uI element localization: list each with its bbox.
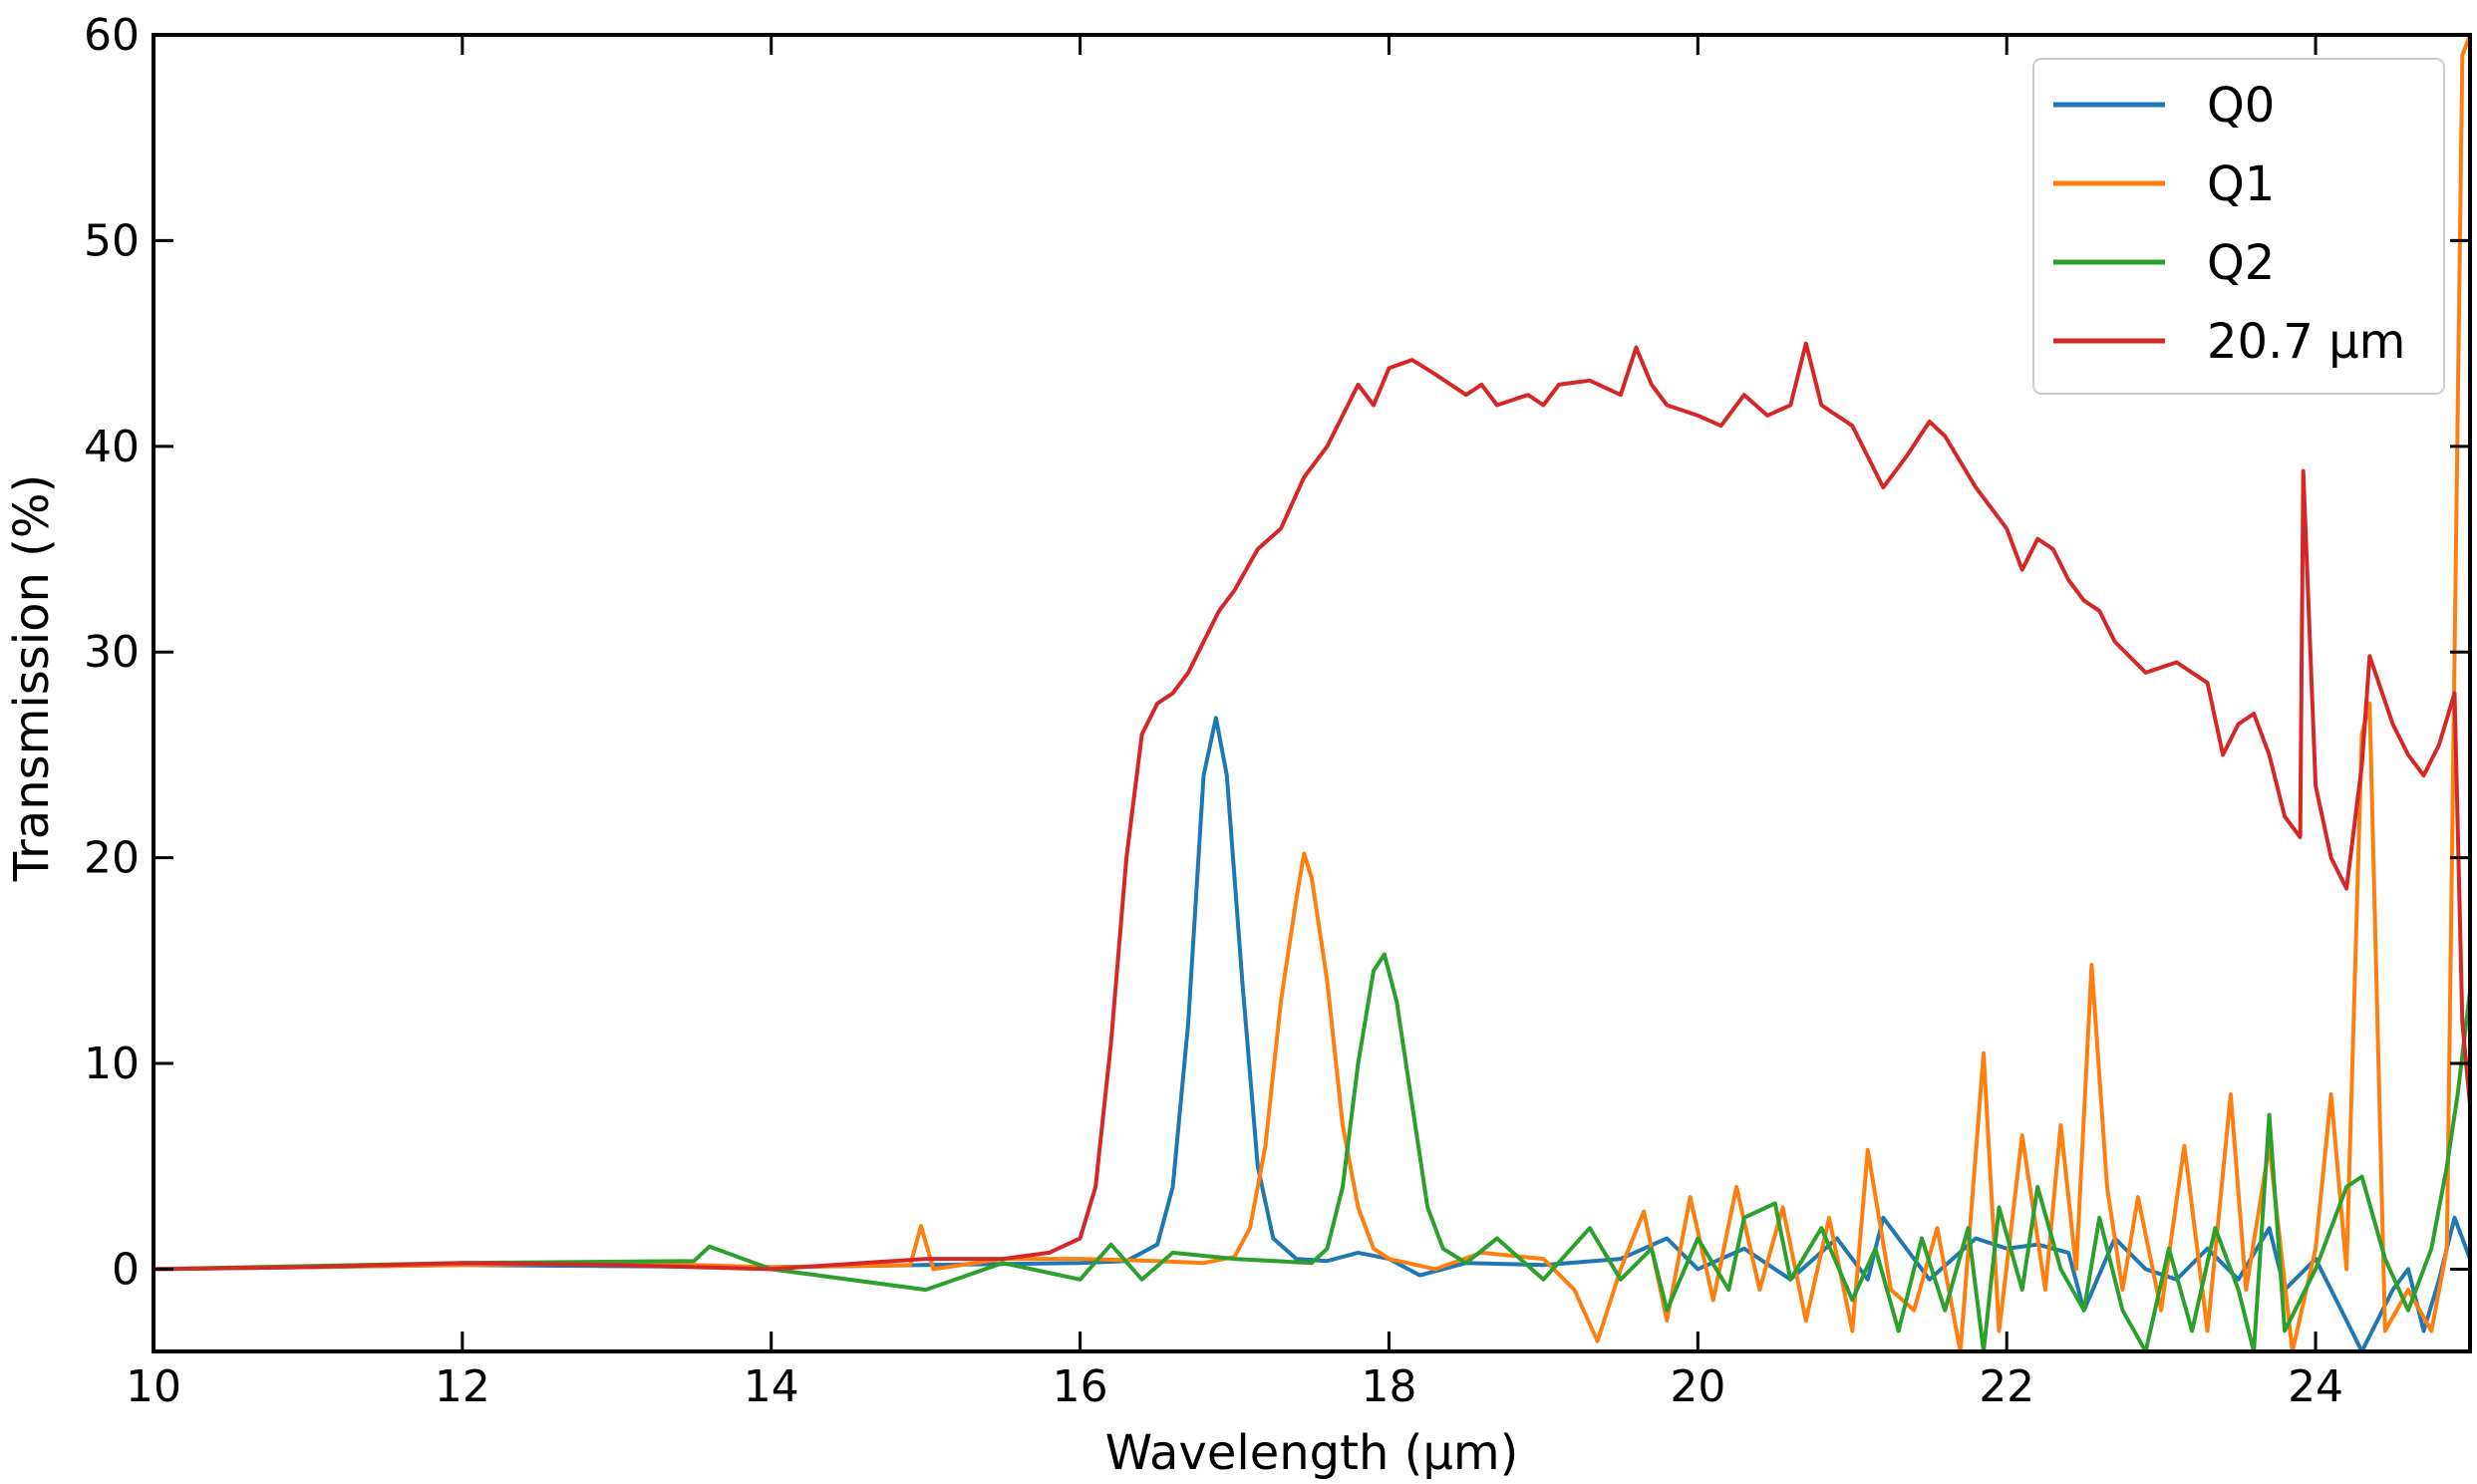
legend-label: Q1 bbox=[2207, 156, 2275, 212]
y-axis: 0 10 20 30 40 50 60 bbox=[84, 10, 2470, 1295]
y-tick-label: 60 bbox=[84, 10, 140, 61]
legend: Q0 Q1 Q2 20.7 μm bbox=[2032, 58, 2445, 395]
x-tick-label: 24 bbox=[2288, 1361, 2343, 1412]
y-tick-label: 50 bbox=[84, 215, 140, 266]
plot-frame bbox=[152, 33, 2472, 1353]
series-line-20-7-m bbox=[154, 341, 2470, 1272]
y-tick-label: 30 bbox=[84, 627, 140, 678]
series-line-q2 bbox=[154, 952, 2470, 1351]
x-tick-label: 12 bbox=[435, 1361, 490, 1412]
x-axis-label: Wavelength (μm) bbox=[1105, 1425, 1519, 1481]
legend-box bbox=[2032, 58, 2445, 395]
x-tick-label: 18 bbox=[1361, 1361, 1416, 1412]
y-tick-label: 10 bbox=[84, 1039, 140, 1089]
x-tick-label: 22 bbox=[1979, 1361, 2034, 1412]
y-tick-label: 20 bbox=[84, 833, 140, 884]
y-tick-label: 0 bbox=[112, 1244, 140, 1295]
y-axis-label: Transmission (%) bbox=[4, 474, 60, 882]
legend-label: 20.7 μm bbox=[2207, 314, 2405, 370]
series-layer bbox=[154, 35, 2470, 1351]
series-line-q0 bbox=[154, 716, 2470, 1351]
x-tick-label: 14 bbox=[744, 1361, 799, 1412]
y-tick-label: 40 bbox=[84, 422, 140, 472]
x-tick-label: 20 bbox=[1670, 1361, 1725, 1412]
x-tick-label: 16 bbox=[1053, 1361, 1108, 1412]
legend-label: Q0 bbox=[2207, 78, 2275, 134]
x-tick-label: 10 bbox=[126, 1361, 181, 1412]
legend-label: Q2 bbox=[2207, 235, 2275, 291]
x-axis: 10 12 14 16 18 20 22 24 bbox=[126, 35, 2343, 1412]
